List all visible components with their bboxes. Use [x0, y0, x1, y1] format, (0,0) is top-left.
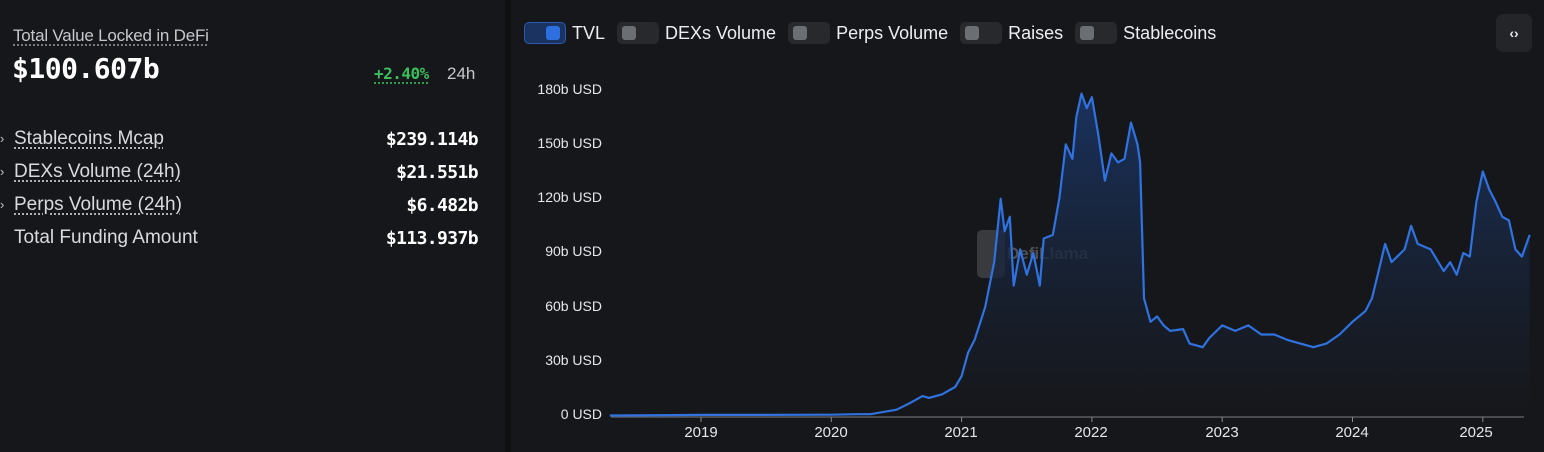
- x-tick: 2022: [1074, 424, 1108, 441]
- y-tick: 60b USD: [545, 298, 602, 314]
- y-tick: 30b USD: [545, 352, 602, 368]
- stat-label[interactable]: DEXs Volume (24h): [14, 161, 181, 182]
- chevron-right-icon[interactable]: ›: [0, 164, 5, 179]
- y-tick: 120b USD: [537, 189, 602, 205]
- legend-toggle-stablecoins[interactable]: Stablecoins: [1075, 22, 1216, 44]
- y-tick: 90b USD: [545, 243, 602, 259]
- chart-panel: TVL DEXs Volume Perps Volume Raises Stab…: [511, 0, 1544, 452]
- tvl-area-chart[interactable]: [511, 0, 1544, 452]
- legend-toggle-dexs-volume[interactable]: DEXs Volume: [617, 22, 776, 44]
- legend-label[interactable]: TVL: [572, 22, 606, 43]
- x-tick: 2021: [944, 424, 978, 441]
- toggle-switch[interactable]: [960, 22, 1003, 44]
- stat-value: $113.937b: [385, 228, 479, 249]
- toggle-switch[interactable]: [524, 22, 566, 44]
- y-tick: 0 USD: [560, 406, 602, 422]
- tvl-change[interactable]: +2.40%: [374, 64, 429, 83]
- stat-value: $239.114b: [385, 129, 479, 150]
- tvl-area-fill: [609, 93, 1530, 416]
- legend-toggle-tvl[interactable]: TVL: [524, 22, 605, 44]
- stat-label[interactable]: Perps Volume (24h): [14, 194, 182, 215]
- y-tick: 150b USD: [537, 135, 602, 151]
- toggle-switch[interactable]: [617, 22, 660, 44]
- toggle-knob: [622, 26, 637, 40]
- tvl-change-period: 24h: [447, 64, 476, 83]
- stat-value: $21.551b: [396, 162, 479, 183]
- toggle-switch[interactable]: [788, 22, 831, 44]
- legend-label[interactable]: Stablecoins: [1123, 22, 1217, 43]
- x-tick: 2019: [684, 424, 718, 441]
- tvl-label[interactable]: Total Value Locked in DeFi: [13, 26, 209, 45]
- stats-list: › Stablecoins Mcap $239.114b › DEXs Volu…: [0, 127, 480, 259]
- y-tick: 180b USD: [537, 81, 602, 97]
- stat-value: $6.482b: [406, 195, 478, 216]
- stat-row-perps-volume[interactable]: › Perps Volume (24h) $6.482b: [0, 193, 480, 226]
- embed-code-button[interactable]: ‹›: [1496, 14, 1532, 52]
- code-icon: ‹›: [1509, 25, 1519, 41]
- toggle-knob: [546, 26, 560, 40]
- legend-label[interactable]: Raises: [1008, 22, 1064, 43]
- toggle-switch[interactable]: [1075, 22, 1118, 44]
- stat-row-total-funding: Total Funding Amount $113.937b: [0, 226, 480, 259]
- summary-panel: Total Value Locked in DeFi $100.607b +2.…: [0, 0, 498, 452]
- stat-label: Total Funding Amount: [14, 227, 198, 248]
- tvl-line[interactable]: [609, 92, 1531, 417]
- stat-row-stablecoins-mcap[interactable]: › Stablecoins Mcap $239.114b: [0, 127, 480, 160]
- chevron-right-icon[interactable]: ›: [0, 131, 5, 146]
- toggle-knob: [965, 26, 980, 40]
- tvl-value: $100.607b: [12, 52, 160, 85]
- legend-toggle-perps-volume[interactable]: Perps Volume: [788, 22, 948, 44]
- chevron-right-icon[interactable]: ›: [0, 197, 5, 212]
- x-tick: 2020: [814, 424, 848, 441]
- x-tick: 2025: [1459, 424, 1493, 441]
- panel-divider: [505, 0, 511, 452]
- stat-row-dexs-volume[interactable]: › DEXs Volume (24h) $21.551b: [0, 160, 480, 193]
- chart-legend: TVL DEXs Volume Perps Volume Raises Stab…: [524, 21, 1228, 45]
- legend-label[interactable]: DEXs Volume: [665, 22, 777, 43]
- toggle-knob: [793, 26, 808, 40]
- toggle-knob: [1080, 26, 1095, 40]
- legend-toggle-raises[interactable]: Raises: [960, 22, 1063, 44]
- stat-label[interactable]: Stablecoins Mcap: [14, 128, 164, 149]
- x-tick: 2024: [1335, 424, 1369, 441]
- x-tick: 2023: [1205, 424, 1239, 441]
- x-axis-ticks: [700, 417, 1484, 422]
- legend-label[interactable]: Perps Volume: [836, 22, 949, 43]
